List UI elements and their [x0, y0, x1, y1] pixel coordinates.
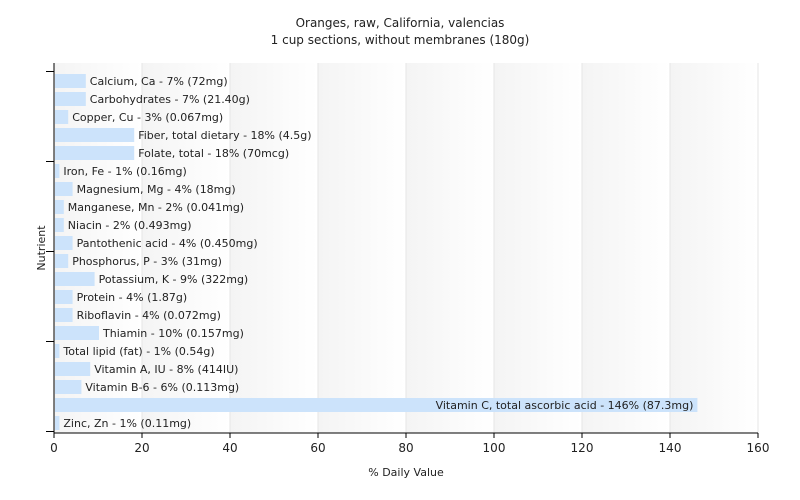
- x-tick-label: 0: [50, 441, 58, 455]
- bar: [55, 128, 135, 142]
- bar-label: Thiamin - 10% (0.157mg): [102, 327, 244, 340]
- bar-label: Phosphorus, P - 3% (31mg): [72, 255, 222, 268]
- bar-label: Riboflavin - 4% (0.072mg): [77, 309, 221, 322]
- bar-label: Potassium, K - 9% (322mg): [99, 273, 249, 286]
- bar: [55, 344, 60, 358]
- y-axis-title: Nutrient: [35, 225, 48, 271]
- x-tick-label: 40: [222, 441, 237, 455]
- plot-band: [582, 63, 670, 433]
- x-tick-label: 80: [398, 441, 413, 455]
- bar-label: Niacin - 2% (0.493mg): [68, 219, 192, 232]
- axes: 0 20 40 60 80 100 120 140 160: [46, 63, 769, 455]
- plot-band: [318, 63, 406, 433]
- x-tick-label: 60: [310, 441, 325, 455]
- bar-label: Zinc, Zn - 1% (0.11mg): [63, 417, 191, 430]
- bar: [55, 146, 135, 160]
- bar-label: Total lipid (fat) - 1% (0.54g): [62, 345, 214, 358]
- bar: [55, 272, 95, 286]
- bar-label: Manganese, Mn - 2% (0.041mg): [68, 201, 244, 214]
- plot-band: [670, 63, 758, 433]
- bar: [55, 362, 91, 376]
- chart-title: Oranges, raw, California, valencias: [296, 16, 505, 30]
- bar: [55, 74, 86, 88]
- bar-label: Magnesium, Mg - 4% (18mg): [77, 183, 236, 196]
- x-tick-label: 120: [571, 441, 594, 455]
- bar: [55, 416, 60, 430]
- x-tick-label: 160: [747, 441, 770, 455]
- x-tick-label: 100: [483, 441, 506, 455]
- bar: [55, 254, 69, 268]
- bar: [55, 326, 99, 340]
- bar-label: Copper, Cu - 3% (0.067mg): [72, 111, 223, 124]
- bar: [55, 110, 69, 124]
- x-axis-title: % Daily Value: [368, 466, 444, 479]
- bar: [55, 218, 64, 232]
- plot-band: [230, 63, 318, 433]
- bars: Calcium, Ca - 7% (72mg) Carbohydrates - 7…: [55, 74, 698, 430]
- bar-label: Protein - 4% (1.87g): [77, 291, 188, 304]
- bar-label: Iron, Fe - 1% (0.16mg): [63, 165, 186, 178]
- bar: [55, 290, 73, 304]
- bar-label: Folate, total - 18% (70mcg): [138, 147, 289, 160]
- bar-label: Fiber, total dietary - 18% (4.5g): [138, 129, 311, 142]
- bar: [55, 200, 64, 214]
- plot-band: [142, 63, 230, 433]
- plot-band: [494, 63, 582, 433]
- bar: [55, 398, 698, 412]
- bar-label: Pantothenic acid - 4% (0.450mg): [77, 237, 258, 250]
- plot-background: [54, 63, 758, 433]
- bar: [55, 92, 86, 106]
- bar-label: Vitamin C, total ascorbic acid - 146% (8…: [436, 399, 694, 412]
- bar-label: Vitamin B-6 - 6% (0.113mg): [85, 381, 239, 394]
- bar: [55, 236, 73, 250]
- bar: [55, 380, 82, 394]
- x-tick-label: 20: [134, 441, 149, 455]
- bar: [55, 164, 60, 178]
- bar: [55, 308, 73, 322]
- x-tick-label: 140: [659, 441, 682, 455]
- bar-label: Calcium, Ca - 7% (72mg): [90, 75, 228, 88]
- grid-lines: [141, 63, 759, 433]
- bar-label: Carbohydrates - 7% (21.40g): [90, 93, 250, 106]
- chart-subtitle: 1 cup sections, without membranes (180g): [271, 33, 530, 47]
- bar-label: Vitamin A, IU - 8% (414IU): [94, 363, 238, 376]
- bar: [55, 182, 73, 196]
- plot-band: [406, 63, 494, 433]
